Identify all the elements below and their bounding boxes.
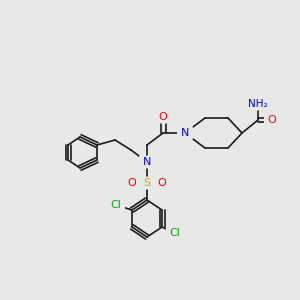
Text: Cl: Cl: [169, 228, 180, 238]
FancyBboxPatch shape: [166, 226, 184, 239]
FancyBboxPatch shape: [246, 98, 270, 110]
Text: O: O: [268, 115, 276, 125]
Text: O: O: [158, 178, 166, 188]
Text: Cl: Cl: [111, 200, 122, 210]
FancyBboxPatch shape: [107, 199, 125, 212]
FancyBboxPatch shape: [154, 176, 170, 190]
FancyBboxPatch shape: [177, 127, 193, 140]
FancyBboxPatch shape: [155, 110, 171, 124]
Text: N: N: [143, 157, 151, 167]
Text: O: O: [128, 178, 136, 188]
Text: N: N: [181, 128, 189, 138]
FancyBboxPatch shape: [124, 176, 140, 190]
FancyBboxPatch shape: [139, 155, 155, 169]
FancyBboxPatch shape: [264, 113, 280, 127]
Text: O: O: [159, 112, 167, 122]
Text: NH₂: NH₂: [248, 99, 268, 109]
FancyBboxPatch shape: [139, 176, 155, 190]
Text: S: S: [143, 178, 151, 188]
